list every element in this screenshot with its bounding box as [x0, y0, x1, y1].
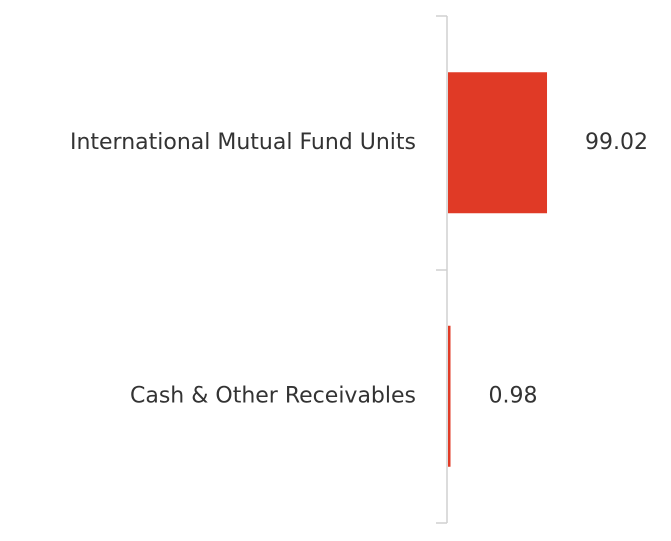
category-label: International Mutual Fund Units — [70, 130, 416, 155]
y-axis — [436, 15, 448, 524]
bar — [448, 325, 451, 467]
value-labels: 99.02 0.98 — [489, 130, 649, 409]
value-label: 0.98 — [489, 383, 538, 408]
bar — [448, 72, 548, 214]
bars-group — [448, 72, 548, 467]
category-labels: International Mutual Fund Units Cash & Ot… — [70, 130, 416, 409]
value-label: 99.02 — [585, 130, 648, 155]
category-label: Cash & Other Receivables — [130, 383, 416, 408]
